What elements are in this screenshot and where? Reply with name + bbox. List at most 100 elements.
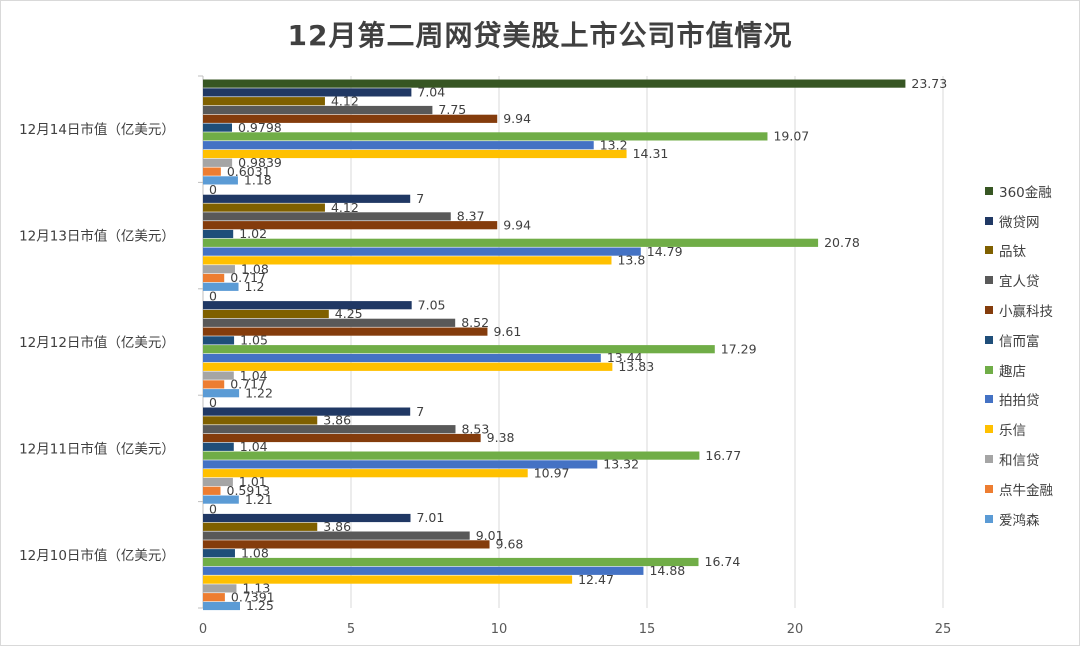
- legend-swatch: [985, 186, 993, 195]
- data-label: 8.53: [461, 421, 489, 436]
- data-label: 9.68: [496, 537, 524, 552]
- bar: [203, 256, 612, 265]
- data-label: 16.74: [705, 554, 741, 569]
- bar: [203, 601, 240, 611]
- bar: [203, 522, 318, 531]
- legend-item: 爱鸿森: [985, 504, 1053, 534]
- data-label: 3.86: [323, 519, 351, 534]
- bar: [203, 203, 325, 212]
- category-label: 12月13日市值（亿美元）: [19, 228, 175, 245]
- chart-legend: 360金融 微贷网 品钛 宜人贷 小赢科技 信而富 趣店 拍拍贷 乐信 和信贷 点牛金融 爱鸿森: [985, 176, 1053, 534]
- legend-item: 小赢科技: [985, 295, 1053, 325]
- legend-label: 360金融: [999, 184, 1052, 201]
- legend-swatch: [985, 365, 993, 374]
- legend-item: 宜人贷: [985, 265, 1053, 295]
- bar: [203, 549, 235, 558]
- data-label: 4.12: [331, 200, 359, 215]
- bar: [203, 416, 318, 425]
- chart-title: 12月第二周网贷美股上市公司市值情况: [287, 19, 793, 52]
- data-label: 0.9839: [238, 155, 282, 170]
- bar: [203, 566, 644, 575]
- legend-item: 360金融: [985, 176, 1053, 206]
- legend-swatch: [985, 335, 993, 344]
- bar: [203, 327, 488, 336]
- legend-label: 微贷网: [999, 214, 1040, 231]
- bar: [203, 407, 411, 416]
- data-label: 0.5913: [227, 483, 271, 498]
- bar: [203, 123, 233, 132]
- data-label: 1.08: [241, 545, 269, 560]
- data-label: 13.32: [603, 457, 639, 472]
- x-tick-label: 5: [347, 622, 355, 637]
- bar: [203, 301, 412, 310]
- data-label: 9.38: [487, 430, 515, 445]
- data-label: 13.8: [617, 253, 645, 268]
- legend-swatch: [985, 425, 993, 434]
- data-label: 0.9798: [238, 120, 282, 135]
- data-label: 1.21: [245, 492, 273, 507]
- bar: [203, 451, 700, 460]
- data-label: 1.18: [244, 173, 272, 188]
- legend-label: 趣店: [999, 363, 1026, 380]
- data-label: 9.94: [503, 217, 531, 232]
- legend-swatch: [985, 455, 993, 464]
- bar: [203, 229, 234, 239]
- bar: [203, 593, 225, 602]
- data-label: 0.717: [230, 270, 266, 285]
- legend-item: 品钛: [985, 236, 1053, 266]
- legend-label: 宜人贷: [999, 274, 1040, 291]
- legend-item: 点牛金融: [985, 474, 1053, 504]
- bar: [203, 380, 225, 389]
- bar: [203, 469, 528, 478]
- bar: [203, 114, 498, 123]
- data-label: 1.25: [246, 598, 274, 613]
- bar: [203, 513, 411, 523]
- bar: [203, 105, 433, 115]
- data-label: 8.52: [461, 315, 489, 330]
- data-label: 0: [209, 289, 217, 304]
- legend-item: 乐信: [985, 414, 1053, 444]
- data-label: 7.75: [438, 102, 466, 117]
- x-tick-label: 0: [199, 622, 207, 637]
- data-label: 13.2: [600, 137, 628, 152]
- bar: [203, 460, 598, 469]
- data-label: 13.83: [618, 359, 654, 374]
- data-label: 1.02: [239, 226, 267, 241]
- legend-swatch: [985, 246, 993, 255]
- bar: [203, 318, 456, 327]
- bar: [203, 149, 627, 159]
- bar: [203, 79, 906, 88]
- data-label: 8.37: [457, 209, 485, 224]
- bar: [203, 353, 601, 363]
- data-label: 1.01: [239, 474, 267, 489]
- bar: [203, 345, 715, 354]
- data-label: 7.05: [418, 297, 446, 312]
- bar: [203, 540, 490, 549]
- data-label: 1.22: [245, 385, 273, 400]
- bar: [203, 389, 240, 398]
- bar: [203, 167, 221, 176]
- bar: [203, 141, 594, 150]
- bar: [203, 433, 481, 443]
- data-label: 0.717: [230, 377, 266, 392]
- data-label: 1.04: [240, 439, 268, 454]
- bar: [203, 221, 498, 230]
- category-label: 12月10日市值（亿美元）: [19, 547, 175, 564]
- bar: [203, 336, 235, 345]
- bar: [203, 371, 234, 380]
- bar: [203, 486, 221, 495]
- data-label: 7.04: [417, 85, 445, 100]
- legend-item: 拍拍贷: [985, 385, 1053, 415]
- legend-label: 品钛: [999, 244, 1026, 261]
- data-label: 9.94: [503, 111, 531, 126]
- bar: [203, 575, 573, 584]
- data-label: 9.01: [476, 528, 504, 543]
- data-label: 4.12: [331, 93, 359, 108]
- data-label: 1.2: [245, 279, 265, 294]
- legend-label: 点牛金融: [999, 482, 1053, 499]
- legend-swatch: [985, 216, 993, 225]
- data-label: 7: [416, 191, 424, 206]
- data-label: 7.01: [416, 510, 444, 525]
- data-label: 23.73: [911, 76, 947, 91]
